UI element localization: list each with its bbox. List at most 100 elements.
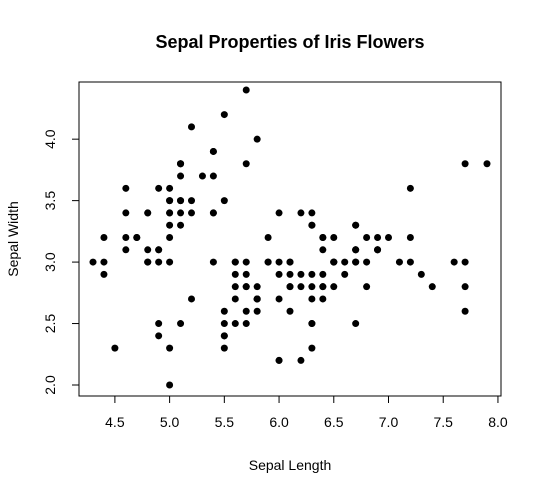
data-point [330,258,338,266]
data-point [220,320,228,328]
data-point [264,234,272,241]
data-point [308,283,316,291]
data-point [155,184,163,192]
data-point [242,320,250,328]
data-point [155,332,163,340]
data-point [133,234,141,241]
x-tick-label: 6.5 [324,414,344,430]
data-point [242,86,250,94]
data-point [319,295,327,303]
data-point [297,270,305,278]
data-point [177,209,185,217]
data-point [483,160,491,168]
data-point [100,234,108,241]
data-point [220,332,228,340]
data-point [220,197,228,205]
data-point [166,381,174,389]
data-point [363,258,371,266]
data-point [461,258,469,266]
data-point [231,270,239,278]
data-point [209,258,217,266]
data-point [166,344,174,352]
plot-frame [78,81,502,397]
data-point [89,258,97,266]
data-point [198,172,206,180]
chart-title: Sepal Properties of Iris Flowers [155,32,424,52]
data-point [242,258,250,266]
data-point [188,209,195,217]
data-point [330,283,338,291]
data-point [231,320,239,328]
data-point [308,320,316,328]
data-point [363,283,371,291]
data-point [166,221,174,229]
data-point [406,258,414,266]
data-point [352,258,360,266]
data-point [155,246,163,254]
data-point [242,307,250,315]
data-point [363,234,371,241]
data-point [275,209,283,217]
x-tick-label: 5.5 [215,414,235,430]
data-point [253,283,261,291]
data-point [253,135,261,143]
data-point [242,270,250,278]
data-point [177,320,185,328]
data-point [155,258,163,266]
y-axis-label: Sepal Width [5,201,21,276]
data-point [319,246,327,254]
data-point [461,307,469,315]
data-point [450,258,458,266]
data-point [100,270,108,278]
data-point [341,258,349,266]
data-point [428,283,436,291]
data-point [209,147,217,155]
data-point [166,209,174,217]
data-point [166,197,174,205]
data-point [177,197,185,205]
data-point [144,258,152,266]
x-tick-label: 7.0 [379,414,399,430]
data-point [374,234,382,241]
data-point [166,258,174,266]
data-point [308,221,316,229]
data-point [253,295,261,303]
data-point [177,221,185,229]
y-tick-label: 4.0 [42,129,58,149]
data-point [264,258,272,266]
x-tick-label: 6.0 [269,414,289,430]
data-point [319,234,327,241]
data-point [220,307,228,315]
data-point [308,209,316,217]
data-point [275,270,283,278]
data-point [297,283,305,291]
data-point [275,356,283,364]
data-point [166,234,174,241]
data-point [352,320,360,328]
x-axis: 4.5 5.0 5.5 6.0 6.5 7.0 7.5 8.0 [105,395,508,430]
data-point [253,307,261,315]
data-point [275,258,283,266]
data-point [177,172,185,180]
y-axis: 2.0 2.5 3.0 3.5 4.0 [42,129,80,395]
x-tick-label: 8.0 [488,414,508,430]
data-point [286,258,294,266]
x-tick-label: 4.5 [105,414,125,430]
data-point [166,184,174,192]
data-point [352,246,360,254]
data-point [111,344,119,352]
data-point [374,246,382,254]
data-point [188,123,195,131]
data-point [352,221,360,229]
data-point [286,283,294,291]
data-point [406,234,414,241]
data-point [461,283,469,291]
data-point [308,344,316,352]
data-point [231,295,239,303]
data-point [242,283,250,291]
x-tick-label: 5.0 [160,414,180,430]
data-point [461,160,469,168]
data-point [330,234,338,241]
data-point [209,209,217,217]
